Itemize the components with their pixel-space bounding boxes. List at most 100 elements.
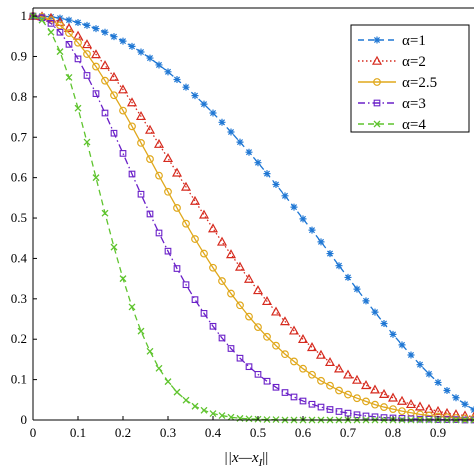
data-point xyxy=(317,238,325,246)
x-tick-label: 0.2 xyxy=(115,425,131,440)
data-point xyxy=(182,396,190,404)
data-point xyxy=(47,19,55,27)
y-tick-label: 0.7 xyxy=(11,129,28,144)
legend-entry: α=4 xyxy=(358,117,426,133)
data-point xyxy=(180,181,192,191)
x-ticks: 0 0.1 0.2 0.3 0.4 0.5 0.6 0.7 0.8 0.9 xyxy=(30,416,446,440)
data-point xyxy=(155,229,163,237)
data-point xyxy=(99,60,111,70)
x-tick-label: 0.7 xyxy=(340,425,357,440)
data-point xyxy=(398,407,406,416)
data-point xyxy=(81,39,93,49)
data-point xyxy=(74,19,82,27)
data-point xyxy=(191,92,199,100)
y-tick-label: 0.2 xyxy=(11,331,27,346)
legend-swatch-marker xyxy=(373,36,381,44)
data-point xyxy=(227,128,235,136)
data-point xyxy=(362,412,370,420)
data-point xyxy=(234,261,246,271)
series-line-5 xyxy=(32,15,474,421)
data-point xyxy=(207,223,219,233)
data-point xyxy=(200,100,208,108)
data-point xyxy=(263,170,271,178)
data-point xyxy=(63,22,75,32)
data-point xyxy=(146,155,154,163)
data-point xyxy=(281,350,289,359)
data-point xyxy=(146,347,154,355)
data-point xyxy=(218,334,226,342)
data-point xyxy=(353,411,361,419)
legend-box xyxy=(350,24,470,133)
legend-swatch-marker xyxy=(373,99,381,107)
data-point xyxy=(218,118,226,126)
data-point xyxy=(110,129,118,137)
data-point xyxy=(434,378,442,386)
data-point xyxy=(74,38,82,47)
data-point xyxy=(182,83,190,91)
data-point xyxy=(126,97,138,107)
data-point xyxy=(263,377,271,385)
data-point xyxy=(90,49,102,59)
x-axis-title: ||x—xI|| xyxy=(224,450,269,469)
data-point xyxy=(290,357,298,366)
data-point xyxy=(101,28,109,36)
data-point xyxy=(119,37,127,45)
x-tick-label: 0.4 xyxy=(205,425,222,440)
data-point xyxy=(299,215,307,223)
data-point xyxy=(164,187,172,196)
x-tick-label: 0.9 xyxy=(430,425,446,440)
x-tick-label: 0 xyxy=(30,425,37,440)
data-point xyxy=(344,390,352,399)
data-point xyxy=(128,122,136,131)
data-point xyxy=(360,380,372,390)
data-point xyxy=(74,104,82,112)
data-point xyxy=(164,247,172,255)
data-point xyxy=(110,33,118,41)
data-point xyxy=(209,109,217,117)
data-point xyxy=(200,406,208,414)
data-point xyxy=(414,401,426,411)
data-point xyxy=(119,275,127,283)
data-point xyxy=(407,351,415,359)
data-point xyxy=(416,415,424,423)
data-point xyxy=(416,361,424,369)
data-point xyxy=(326,381,334,390)
legend-entry: α=3 xyxy=(358,96,426,112)
data-point xyxy=(225,249,237,259)
data-point xyxy=(146,54,154,62)
data-point xyxy=(92,90,100,97)
data-point xyxy=(281,192,289,200)
data-point xyxy=(83,50,91,58)
y-ticks: 0 0.1 0.2 0.3 0.4 0.5 0.6 0.7 0.8 0.9 1 xyxy=(11,8,37,427)
data-point xyxy=(245,148,253,156)
x-tick-label: 0.5 xyxy=(250,425,266,440)
data-point xyxy=(153,138,165,148)
data-point xyxy=(263,332,271,341)
data-point xyxy=(117,84,129,94)
data-point xyxy=(362,397,370,406)
data-point xyxy=(281,389,289,396)
data-point xyxy=(101,76,109,85)
data-point xyxy=(155,364,163,372)
data-point xyxy=(380,319,388,327)
legend: α=1 α=2 α=2.5 α=3 α=4 xyxy=(350,24,470,133)
legend-swatch-marker xyxy=(371,55,383,65)
data-point xyxy=(245,312,253,321)
data-point xyxy=(396,395,408,405)
legend-entry: α=1 xyxy=(358,33,426,49)
legend-entries: α=1 α=2 α=2.5 α=3 α=4 xyxy=(358,33,437,133)
data-point xyxy=(443,387,451,395)
y-tick-label: 0.9 xyxy=(11,48,27,63)
data-point xyxy=(308,226,316,234)
data-point xyxy=(335,262,343,270)
data-point xyxy=(317,376,325,385)
data-point xyxy=(416,410,424,419)
data-point xyxy=(353,394,361,403)
data-point xyxy=(308,400,316,408)
data-point xyxy=(299,364,307,373)
data-point xyxy=(200,249,208,258)
data-point xyxy=(137,139,145,147)
data-point xyxy=(272,181,280,189)
data-point xyxy=(164,378,172,386)
